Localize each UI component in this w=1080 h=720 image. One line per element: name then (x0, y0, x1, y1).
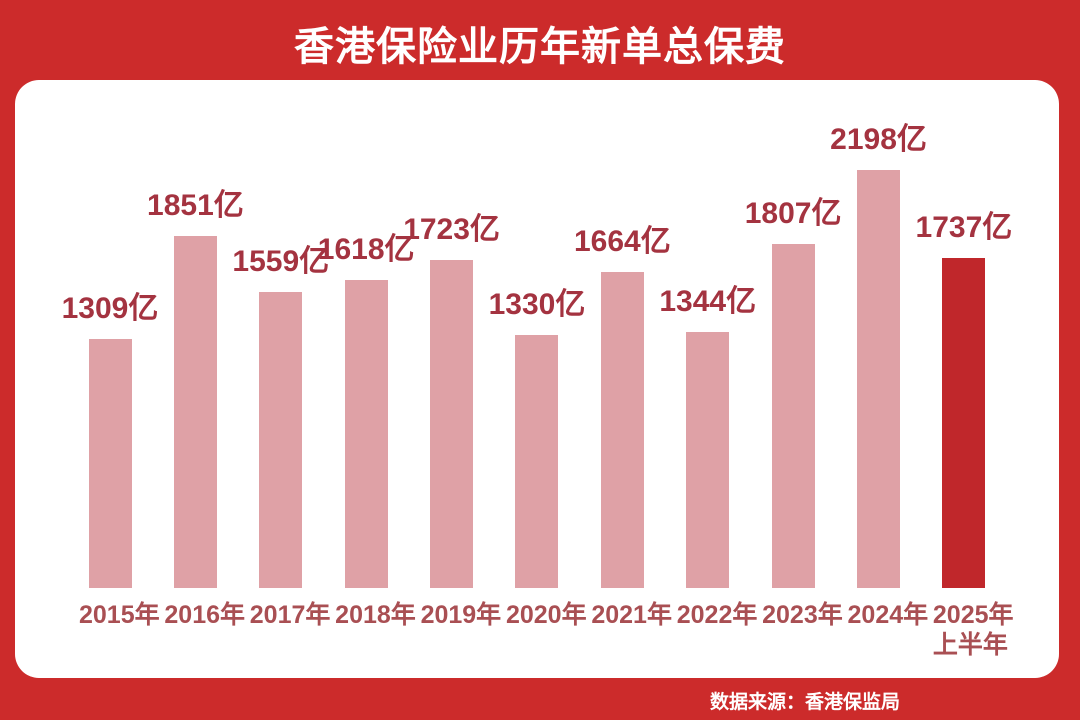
bar-value-label: 1664亿 (573, 225, 671, 258)
category-label: 2016年 (164, 601, 246, 629)
category-label: 2025年 上半年 (932, 601, 1014, 659)
bar-value-label: 1737亿 (915, 211, 1013, 244)
bar-column: 1807亿 (745, 188, 842, 588)
bar (259, 292, 303, 588)
bar-value-label: 1851亿 (147, 189, 244, 222)
bar-value-label: 1723亿 (403, 213, 500, 246)
bar-value-label: 1807亿 (744, 197, 842, 230)
chart-card: 1309亿 1851亿 1559亿 1618亿 1723亿 1330亿 1664… (15, 80, 1059, 678)
category-label: 2018年 (335, 601, 416, 629)
bar (771, 244, 815, 588)
bar (515, 335, 559, 588)
bar-value-label: 2198亿 (830, 123, 927, 156)
bar (942, 258, 986, 588)
bar (600, 272, 644, 588)
data-source-note: 数据来源：香港保监局 (709, 692, 900, 713)
bar (686, 332, 730, 588)
category-label: 2019年 (420, 601, 502, 629)
bar (857, 170, 901, 588)
bar-column: 1664亿 (574, 216, 671, 588)
bar-value-label: 1330亿 (488, 288, 586, 321)
category-label: 2023年 (762, 601, 843, 629)
bar (344, 280, 388, 588)
bar-value-label: 1618亿 (317, 233, 415, 266)
bar-column: 1559亿 (232, 236, 329, 588)
bars-row: 1309亿 1851亿 1559亿 1618亿 1723亿 1330亿 1664… (62, 80, 1012, 588)
bar-column: 1618亿 (318, 224, 415, 588)
bar-column: 1330亿 (489, 279, 585, 588)
bar-column: 1723亿 (403, 204, 500, 588)
bar-value-label: 1344亿 (659, 285, 757, 318)
category-label: 2021年 (591, 601, 672, 629)
bar (88, 339, 132, 588)
category-label: 2022年 (676, 601, 758, 629)
category-label: 2015年 (79, 601, 160, 629)
bar (173, 236, 217, 588)
bar (430, 260, 474, 588)
bar-column: 1309亿 (62, 283, 158, 588)
bar-column: 2198亿 (830, 114, 927, 588)
bar-value-label: 1559亿 (232, 245, 330, 278)
chart-title: 香港保险业历年新单总保费 (294, 25, 786, 69)
bar-column: 1851亿 (147, 180, 244, 588)
category-label: 2024年 (847, 601, 929, 629)
category-label: 2020年 (505, 601, 587, 629)
bar-column: 1344亿 (659, 276, 756, 588)
bar-value-label: 1309亿 (61, 292, 159, 325)
bar-column: 1737亿 (916, 202, 1012, 588)
category-axis: 2015年 2016年 2017年 2018年 2019年 2020年 2021… (79, 600, 1014, 660)
category-label: 2017年 (249, 601, 331, 629)
